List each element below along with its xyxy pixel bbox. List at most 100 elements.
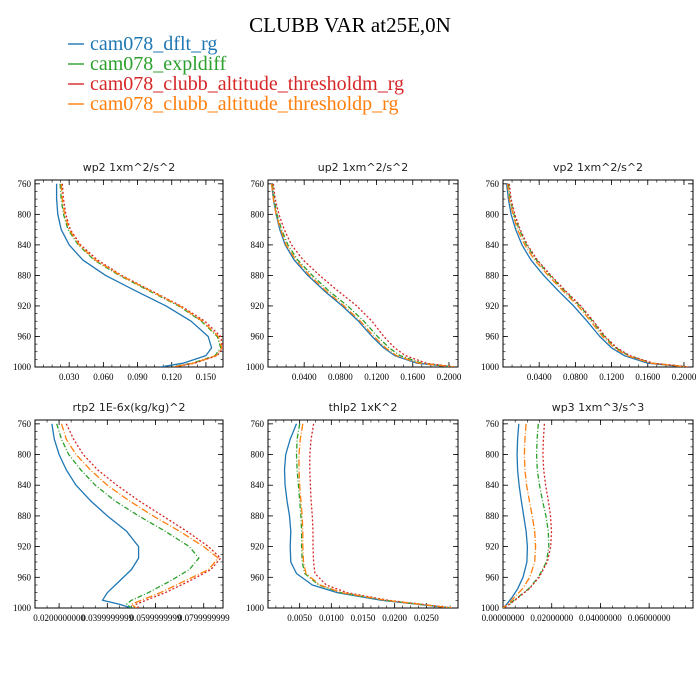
xtick-label: 0.0800 — [328, 372, 353, 382]
series-line-0 — [283, 423, 452, 608]
series-line-1 — [507, 183, 689, 367]
xtick-label: 0.00000000 — [482, 613, 525, 623]
xtick-label: 0.0799999999 — [178, 613, 230, 623]
panel-5: wp3 1xm^3/s^3 760 800 840 880 920 960 10000.000… — [481, 401, 694, 623]
series-line-3 — [298, 423, 452, 608]
legend-entry-2: cam078_clubb_altitude_thresholdm_rg — [90, 73, 404, 95]
ytick-label: 920 — [251, 301, 265, 311]
panel-2: vp2 1xm^2/s^2 760 800 840 880 920 960 1000 0.040… — [481, 161, 697, 382]
series-line-0 — [270, 183, 454, 367]
panel-title-0: wp2 1xm^2/s^2 — [83, 161, 176, 174]
xtick-label: 0.1600 — [400, 372, 425, 382]
series-line-0 — [51, 423, 140, 608]
ytick-label: 880 — [251, 511, 265, 521]
ytick-label: 880 — [18, 511, 32, 521]
xtick-label: 0.060 — [93, 372, 114, 382]
series-line-2 — [272, 183, 456, 367]
panel-title-1: up2 1xm^2/s^2 — [318, 161, 409, 174]
xtick-label: 0.0150 — [351, 613, 376, 623]
ytick-label: 1000 — [13, 603, 32, 613]
ytick-label: 840 — [486, 480, 500, 490]
panel-frame-2 — [502, 179, 694, 368]
series-line-2 — [65, 423, 222, 608]
xtick-label: 0.0599999999 — [130, 613, 182, 623]
ytick-label: 880 — [251, 270, 265, 280]
panel-title-5: wp3 1xm^3/s^3 — [552, 401, 645, 414]
series-line-2 — [61, 183, 223, 367]
series-line-0 — [505, 183, 687, 367]
panel-title-2: vp2 1xm^2/s^2 — [553, 161, 643, 174]
xtick-label: 0.090 — [127, 372, 148, 382]
ytick-label: 760 — [18, 179, 32, 189]
ytick-label: 920 — [18, 301, 32, 311]
series-line-0 — [503, 423, 529, 608]
xtick-label: 0.0200000000 — [33, 613, 85, 623]
xtick-label: 0.0399999999 — [81, 613, 133, 623]
legend-entry-1: cam078_expldiff — [90, 53, 227, 75]
ytick-label: 920 — [251, 542, 265, 552]
ytick-label: 880 — [486, 270, 500, 280]
ytick-label: 920 — [18, 542, 32, 552]
panel-title-3: rtp2 1E-6x(kg/kg)^2 — [73, 401, 186, 414]
series-line-2 — [309, 423, 453, 608]
series-line-1 — [295, 423, 452, 608]
ytick-label: 800 — [486, 450, 500, 460]
xtick-label: 0.02000000 — [530, 613, 573, 623]
ytick-label: 840 — [251, 480, 265, 490]
ytick-label: 840 — [18, 240, 32, 250]
xtick-label: 0.06000000 — [628, 613, 671, 623]
ytick-label: 960 — [18, 331, 32, 341]
ytick-label: 760 — [18, 419, 32, 429]
ytick-label: 1000 — [481, 603, 500, 613]
xtick-label: 0.0400 — [527, 372, 552, 382]
xtick-label: 0.0250 — [414, 613, 439, 623]
ytick-label: 800 — [251, 209, 265, 219]
ytick-label: 1000 — [13, 362, 32, 372]
xtick-label: 0.030 — [59, 372, 80, 382]
ytick-label: 840 — [18, 480, 32, 490]
series-line-0 — [55, 183, 213, 367]
ytick-label: 960 — [251, 572, 265, 582]
series-line-3 — [270, 183, 454, 367]
panel-frame-5 — [502, 419, 694, 609]
series-line-3 — [503, 423, 537, 608]
xtick-label: 0.1200 — [599, 372, 624, 382]
xtick-label: 0.2000 — [437, 372, 462, 382]
xtick-label: 0.0800 — [563, 372, 588, 382]
series-line-2 — [503, 423, 553, 608]
ytick-label: 960 — [486, 331, 500, 341]
ytick-label: 840 — [486, 240, 500, 250]
legend: cam078_dflt_rgcam078_expldiffcam078_club… — [68, 33, 404, 115]
legend-entry-3: cam078_clubb_altitude_thresholdp_rg — [90, 93, 398, 115]
xtick-label: 0.0200 — [382, 613, 407, 623]
ytick-label: 760 — [486, 179, 500, 189]
ytick-label: 800 — [251, 450, 265, 460]
ytick-label: 920 — [486, 301, 500, 311]
series-line-1 — [271, 183, 455, 367]
xtick-label: 0.1600 — [635, 372, 660, 382]
ytick-label: 800 — [18, 209, 32, 219]
ytick-label: 1000 — [246, 362, 265, 372]
xtick-label: 0.0100 — [319, 613, 344, 623]
ytick-label: 1000 — [246, 603, 265, 613]
xtick-label: 0.150 — [196, 372, 217, 382]
ytick-label: 960 — [251, 331, 265, 341]
xtick-label: 0.04000000 — [579, 613, 622, 623]
panel-title-4: thlp2 1xK^2 — [329, 401, 398, 414]
ytick-label: 1000 — [481, 362, 500, 372]
panel-3: rtp2 1E-6x(kg/kg)^2 760 800 840 880 920 960 100… — [13, 401, 230, 623]
panel-frame-1 — [267, 179, 459, 368]
series-line-3 — [60, 423, 219, 608]
ytick-label: 960 — [486, 572, 500, 582]
xtick-label: 0.120 — [162, 372, 183, 382]
xtick-label: 0.0400 — [292, 372, 317, 382]
panel-0: wp2 1xm^2/s^2 760 800 840 880 920 960 1000 0.030… — [13, 161, 224, 382]
ytick-label: 880 — [18, 270, 32, 280]
ytick-label: 760 — [486, 419, 500, 429]
panels: wp2 1xm^2/s^2 760 800 840 880 920 960 1000 0.030… — [13, 161, 697, 623]
series-line-2 — [508, 183, 690, 367]
figure-title: CLUBB VAR at25E,0N — [249, 13, 451, 37]
series-line-1 — [59, 183, 222, 367]
xtick-label: 0.2000 — [672, 372, 697, 382]
